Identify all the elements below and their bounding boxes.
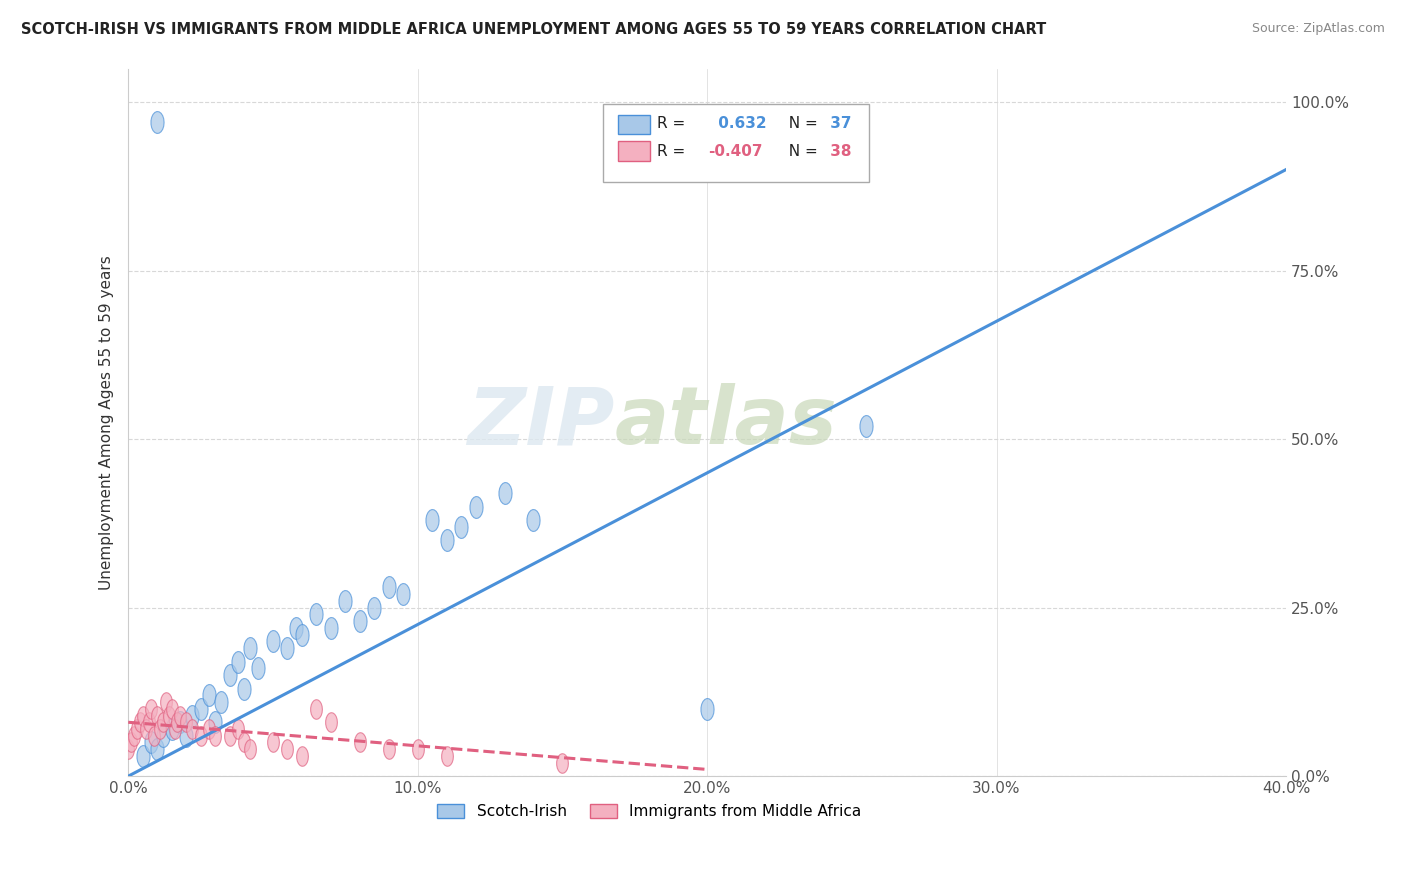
Point [247,661,270,675]
Point [262,634,284,648]
Point [450,520,472,534]
Point [551,756,574,770]
Point [226,655,249,669]
Point [436,533,458,548]
Point [218,668,240,682]
Point [198,722,221,736]
Point [420,513,443,527]
Point [132,708,155,723]
Point [190,729,212,743]
Text: ZIP: ZIP [467,384,614,461]
Point [138,715,160,730]
Text: 37: 37 [825,116,852,131]
Point [335,594,357,608]
Text: -0.407: -0.407 [709,145,763,160]
Point [120,735,142,749]
Point [141,735,163,749]
Point [239,742,262,756]
Text: SCOTCH-IRISH VS IMMIGRANTS FROM MIDDLE AFRICA UNEMPLOYMENT AMONG AGES 55 TO 59 Y: SCOTCH-IRISH VS IMMIGRANTS FROM MIDDLE A… [21,22,1046,37]
Point [181,722,204,736]
Point [349,614,371,628]
Point [169,715,191,730]
Point [436,748,458,763]
Point [146,708,169,723]
Point [149,722,172,736]
Point [291,748,314,763]
Text: 0.632: 0.632 [713,116,766,131]
Point [239,641,262,656]
Text: atlas: atlas [614,384,837,461]
Point [696,702,718,716]
Text: R =: R = [658,116,690,131]
Point [152,729,174,743]
Point [276,742,298,756]
Point [157,708,180,723]
Point [522,513,544,527]
Text: R =: R = [658,145,690,160]
Point [392,587,415,601]
Point [204,729,226,743]
Point [363,600,385,615]
Point [209,695,232,709]
Point [233,681,256,696]
Text: N =: N = [779,145,823,160]
Point [464,500,486,514]
Point [135,722,157,736]
Point [125,722,148,736]
Point [218,729,240,743]
Point [305,702,328,716]
Point [128,715,150,730]
Point [166,715,188,730]
Point [122,729,145,743]
Point [406,742,429,756]
Point [349,735,371,749]
Point [855,418,877,433]
Point [190,702,212,716]
Point [226,722,249,736]
Point [132,748,155,763]
Point [285,621,308,635]
Point [319,715,342,730]
Text: N =: N = [779,116,823,131]
Point [174,715,197,730]
Point [377,581,399,595]
Point [141,702,163,716]
Point [276,641,298,656]
Point [117,742,139,756]
Text: Source: ZipAtlas.com: Source: ZipAtlas.com [1251,22,1385,36]
Point [169,708,191,723]
Point [160,722,183,736]
Point [152,715,174,730]
Point [160,702,183,716]
Point [163,722,186,736]
Point [319,621,342,635]
Point [204,715,226,730]
Point [262,735,284,749]
FancyBboxPatch shape [603,103,869,182]
FancyBboxPatch shape [619,141,651,161]
Point [377,742,399,756]
Text: 38: 38 [825,145,852,160]
Legend: Scotch-Irish, Immigrants from Middle Africa: Scotch-Irish, Immigrants from Middle Afr… [430,797,868,825]
Point [174,729,197,743]
Point [494,486,516,500]
Point [305,607,328,622]
Point [181,708,204,723]
Point [291,627,314,641]
Point [143,729,166,743]
Point [233,735,256,749]
Point [146,742,169,756]
Y-axis label: Unemployment Among Ages 55 to 59 years: Unemployment Among Ages 55 to 59 years [100,255,114,590]
Point [146,115,169,129]
Point [155,695,177,709]
FancyBboxPatch shape [619,114,651,135]
Point [198,688,221,702]
